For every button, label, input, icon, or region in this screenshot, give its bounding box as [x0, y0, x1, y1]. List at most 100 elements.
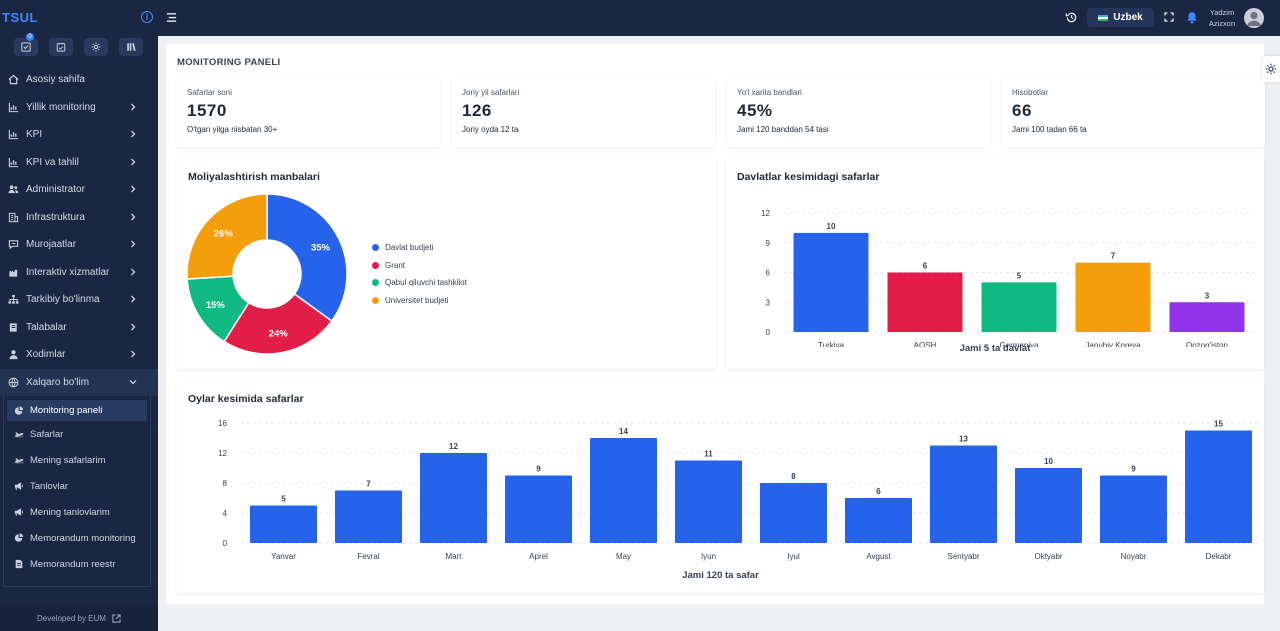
bar[interactable]	[590, 438, 657, 543]
sidebar-item[interactable]: KPI	[0, 121, 158, 149]
chevron-right-icon	[131, 185, 136, 193]
bar[interactable]	[1100, 475, 1167, 544]
chevron-right-icon	[131, 130, 136, 138]
main-content: MONITORING PANELI Safarlar soni 1570 O't…	[166, 44, 1265, 604]
notification-bell-icon[interactable]	[1186, 11, 1198, 24]
history-icon[interactable]	[1065, 11, 1078, 24]
donut-slice[interactable]	[223, 292, 333, 355]
bar-value-label: 5	[281, 495, 286, 504]
y-tick-label: 8	[223, 479, 228, 488]
sidebar-item[interactable]: Yillik monitoring	[0, 94, 158, 122]
quick-action-button[interactable]: 0	[14, 33, 38, 56]
donut-slice-label: 26%	[214, 228, 234, 239]
sidebar-item[interactable]: Interaktiv xizmatlar	[0, 259, 158, 287]
legend-label: Qabul qiluvchi tashkilot	[385, 278, 467, 288]
bar[interactable]	[1169, 302, 1245, 332]
sidebar-item-label: KPI	[26, 129, 43, 141]
flag-icon	[1098, 14, 1109, 21]
gear-icon	[1265, 63, 1277, 75]
home-icon	[8, 74, 19, 85]
sidebar-item[interactable]: Xalqaro bo'lim	[0, 368, 158, 396]
language-selector[interactable]: Uzbek	[1087, 8, 1154, 27]
brand: TSUL i	[0, 0, 158, 36]
stat-card-current-year: Joriy yil safarlari 126 Joriy oyda 12 ta	[452, 79, 715, 147]
theme-settings-button[interactable]	[1262, 56, 1280, 82]
bar-value-label: 7	[366, 480, 371, 489]
bar[interactable]	[930, 445, 997, 544]
gear-icon	[91, 42, 101, 52]
sidebar-subitem[interactable]: Memorandum monitoring	[4, 525, 150, 551]
legend-marker	[372, 261, 379, 269]
bar[interactable]	[250, 505, 317, 544]
bar[interactable]	[1075, 262, 1151, 332]
sidebar-item[interactable]: Tarkibiy bo'linma	[0, 286, 158, 314]
sidebar-item[interactable]: Administrator	[0, 176, 158, 204]
fullscreen-icon[interactable]	[1164, 12, 1174, 22]
stat-subtext: O'tgan yilga nisbatan 30+	[187, 125, 278, 134]
y-tick-label: 9	[766, 239, 771, 248]
avatar[interactable]	[1244, 8, 1264, 28]
legend-item[interactable]: Qabul qiluvchi tashkilot	[372, 274, 467, 292]
info-icon[interactable]: i	[141, 11, 153, 23]
chevron-right-icon	[131, 323, 136, 330]
y-tick-label: 3	[766, 298, 771, 307]
sidebar-item[interactable]: Xodimlar	[0, 341, 158, 369]
user-last-name: Azizxon	[1208, 19, 1236, 28]
pie-icon	[14, 533, 24, 542]
bar[interactable]	[887, 272, 963, 333]
sidebar-subitem[interactable]: Safarlar	[4, 421, 150, 447]
bar-value-label: 11	[704, 450, 713, 459]
x-tick-label: Turkiya	[818, 341, 844, 347]
bar[interactable]	[760, 483, 827, 543]
legend-item[interactable]: Universitet budjeti	[372, 292, 467, 310]
bar[interactable]	[981, 282, 1057, 332]
sidebar-subitem[interactable]: Mening tanlovlarim	[4, 499, 150, 525]
quick-action-button[interactable]	[119, 38, 143, 56]
country-bar-chart: 0 3 6 9 12 10 Turkiya 6 AQSH 5 Germaniya 7 Janubiy K…	[761, 209, 1254, 347]
bar[interactable]	[335, 490, 402, 544]
page-title: MONITORING PANELI	[177, 57, 281, 68]
student-icon	[9, 323, 17, 332]
quick-action-button[interactable]	[84, 38, 108, 56]
sidebar-item[interactable]: Murojaatlar	[0, 231, 158, 259]
bar[interactable]	[675, 460, 742, 544]
bar-value-label: 8	[791, 472, 796, 481]
quick-action-button[interactable]	[49, 38, 73, 56]
bar[interactable]	[793, 232, 869, 332]
bar[interactable]	[1015, 468, 1082, 543]
sidebar-subitem[interactable]: Tanlovlar	[4, 473, 150, 499]
user-name[interactable]: Yadzim Azizxon	[1203, 7, 1241, 29]
sidebar-subitem-label: Monitoring paneli	[30, 405, 103, 416]
bar[interactable]	[420, 453, 487, 543]
sidebar-subitem[interactable]: Monitoring paneli	[7, 400, 147, 421]
sidebar-item[interactable]: Infrastruktura	[0, 204, 158, 232]
menu-toggle-icon[interactable]	[166, 12, 177, 23]
sidebar-item[interactable]: Talabalar	[0, 314, 158, 342]
stat-subtext: Jami 120 banddan 54 tasi	[737, 125, 829, 134]
y-tick-label: 4	[223, 509, 228, 518]
legend-item[interactable]: Grant	[372, 257, 467, 275]
globe-icon	[8, 377, 19, 388]
bar[interactable]	[505, 475, 572, 544]
bar[interactable]	[1185, 430, 1252, 544]
user-avatar-icon	[1247, 11, 1261, 26]
footer-credit[interactable]: Developed by EUM	[0, 605, 158, 631]
bar-value-label: 9	[536, 465, 541, 474]
sidebar-subitem-label: Mening safarlarim	[30, 454, 106, 466]
donut-slice[interactable]	[186, 193, 268, 280]
sidebar-subitem[interactable]: Memorandum reestr	[4, 551, 150, 577]
chevron-right-icon	[131, 350, 136, 358]
bar[interactable]	[845, 498, 912, 543]
donut-slice[interactable]	[266, 193, 348, 323]
donut-slice-label: 15%	[206, 300, 226, 311]
sidebar-item[interactable]: KPI va tahlil	[0, 149, 158, 177]
x-tick-label: AQSH	[914, 341, 937, 347]
sidebar-item[interactable]: Asosiy sahifa	[0, 66, 158, 94]
app-logo[interactable]: TSUL	[2, 10, 38, 25]
clipboard-icon	[56, 42, 66, 52]
document-icon	[15, 559, 23, 569]
sidebar-subitem[interactable]: Mening safarlarim	[4, 447, 150, 473]
stat-card-trips: Safarlar soni 1570 O'tgan yilga nisbatan…	[177, 79, 440, 147]
legend-item[interactable]: Davlat budjeti	[372, 239, 467, 257]
sidebar-item-label: Talabalar	[26, 321, 67, 333]
